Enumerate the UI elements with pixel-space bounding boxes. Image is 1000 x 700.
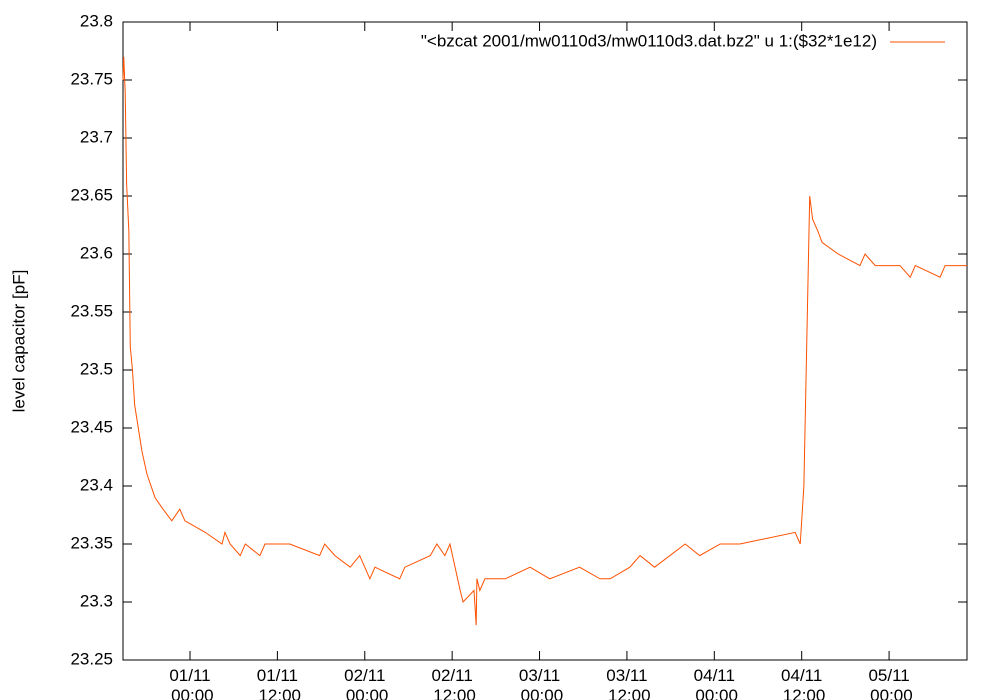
y-tick-label: 23.25	[70, 649, 113, 668]
x-tick-label: 04/11 00:00	[691, 666, 738, 700]
x-tick-label: 04/11 12:00	[778, 666, 825, 700]
y-tick-label: 23.3	[80, 591, 113, 610]
x-tick-label: 01/11 12:00	[254, 666, 301, 700]
x-tick-label: 02/11 00:00	[341, 666, 388, 700]
y-tick-label: 23.6	[80, 243, 113, 262]
y-tick-label: 23.65	[70, 185, 113, 204]
y-tick-label: 23.5	[80, 359, 113, 378]
x-tick-label: 02/11 12:00	[429, 666, 476, 700]
y-tick-label: 23.7	[80, 127, 113, 146]
data-line	[122, 56, 967, 626]
y-tick-label: 23.75	[70, 69, 113, 88]
y-tick-label: 23.55	[70, 301, 113, 320]
y-tick-label: 23.35	[70, 533, 113, 552]
x-tick-label: 03/11 00:00	[516, 666, 563, 700]
legend-label: "<bzcat 2001/mw0110d3/mw0110d3.dat.bz2" …	[421, 31, 877, 50]
y-axis-label: level capacitor [pF]	[9, 270, 28, 413]
x-tick-label: 01/11 00:00	[166, 666, 213, 700]
y-tick-label: 23.45	[70, 417, 113, 436]
x-tick-label: 05/11 00:00	[865, 666, 912, 700]
y-tick-label: 23.4	[80, 475, 113, 494]
plot-frame	[122, 21, 968, 661]
x-tick-label: 03/11 12:00	[603, 666, 650, 700]
y-tick-label: 23.8	[80, 11, 113, 30]
